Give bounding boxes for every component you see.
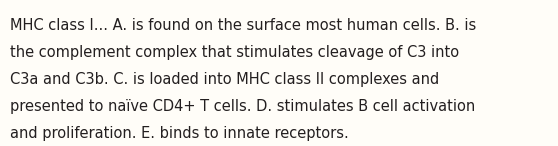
Text: MHC class I... A. is found on the surface most human cells. B. is: MHC class I... A. is found on the surfac… [10, 18, 477, 33]
Text: the complement complex that stimulates cleavage of C3 into: the complement complex that stimulates c… [10, 45, 459, 60]
Text: and proliferation. E. binds to innate receptors.: and proliferation. E. binds to innate re… [10, 126, 349, 141]
Text: C3a and C3b. C. is loaded into MHC class II complexes and: C3a and C3b. C. is loaded into MHC class… [10, 72, 439, 87]
Text: presented to naïve CD4+ T cells. D. stimulates B cell activation: presented to naïve CD4+ T cells. D. stim… [10, 99, 475, 114]
